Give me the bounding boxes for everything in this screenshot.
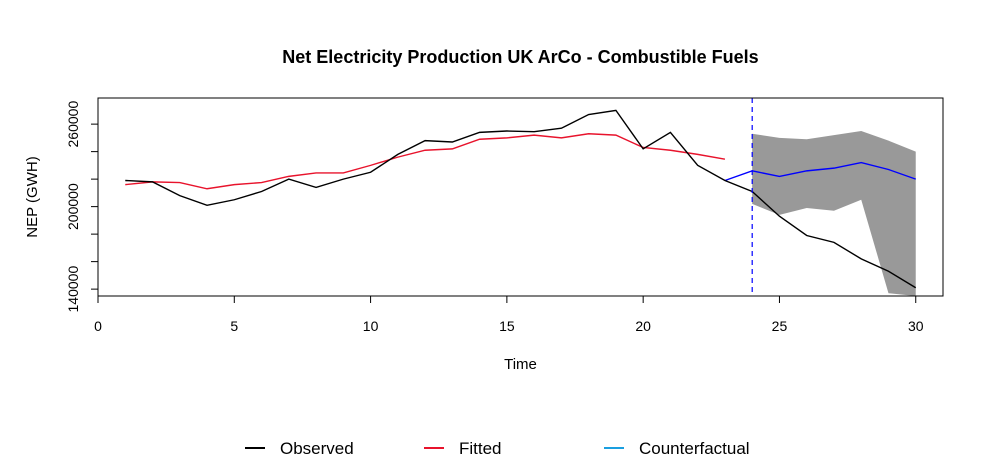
series-line-layer [125, 109, 917, 289]
series-line-counterfactual [724, 161, 916, 182]
series-line-observed [125, 109, 917, 289]
y-axis: 140000 200000 260000 [65, 101, 99, 313]
legend-label: Fitted [459, 439, 502, 458]
y-tick-label: 200000 [65, 183, 81, 230]
interval-band [752, 131, 916, 296]
x-axis-label: Time [504, 356, 537, 373]
series-line-fitted [125, 133, 726, 190]
y-tick-label: 260000 [65, 101, 81, 148]
legend-label: Observed [280, 439, 354, 458]
x-tick-label: 20 [635, 318, 651, 334]
x-tick-label: 25 [772, 318, 788, 334]
x-axis: 0 5 10 15 20 25 30 [94, 295, 924, 334]
x-tick-label: 15 [499, 318, 515, 334]
chart-title: Net Electricity Production UK ArCo - Com… [282, 47, 759, 67]
y-tick-label: 140000 [65, 266, 81, 313]
legend-label: Counterfactual [639, 439, 750, 458]
x-tick-label: 10 [363, 318, 379, 334]
legend: Observed Fitted Counterfactual [245, 439, 750, 458]
x-tick-label: 5 [230, 318, 238, 334]
x-tick-label: 0 [94, 318, 102, 334]
y-axis-label: NEP (GWH) [24, 156, 41, 237]
x-tick-label: 30 [908, 318, 924, 334]
interval-band-layer [752, 131, 916, 296]
